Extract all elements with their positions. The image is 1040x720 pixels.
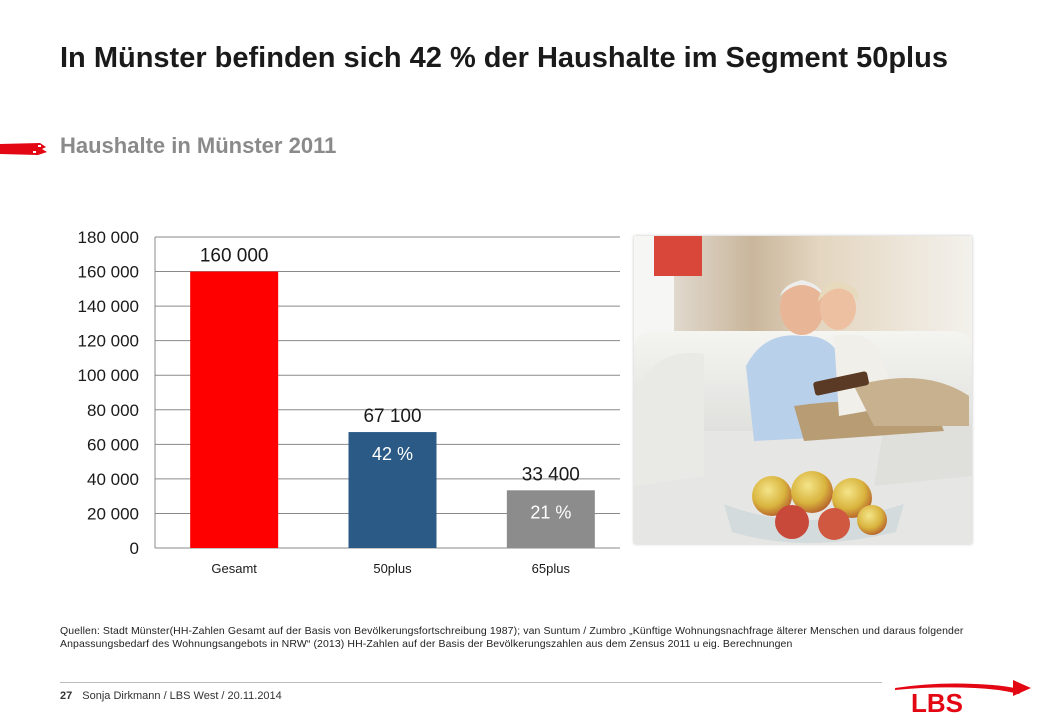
x-tick-label: 65plus — [532, 561, 571, 576]
page-number: 27 — [60, 690, 73, 702]
y-tick-label: 160 000 — [78, 263, 139, 282]
bar-value-label: 67 100 — [363, 406, 421, 427]
data-labels: 160 000 67 100 42 % 33 400 21 % — [200, 246, 580, 523]
slide-title: In Münster befinden sich 42 % der Hausha… — [60, 42, 948, 74]
x-tick-label: 50plus — [373, 561, 412, 576]
y-tick-label: 140 000 — [78, 297, 139, 316]
y-tick-label: 40 000 — [87, 470, 139, 489]
x-tick-label: Gesamt — [211, 561, 257, 576]
bar-share-label: 21 % — [530, 502, 571, 522]
bar-65plus — [506, 490, 595, 548]
y-tick-label: 0 — [130, 539, 139, 558]
logo-text: LBS — [911, 688, 963, 718]
footer-divider — [60, 682, 882, 683]
y-tick-label: 180 000 — [78, 228, 139, 247]
y-axis-tick-labels: 0 20 000 40 000 60 000 80 000 100 000 120 000 1… — [78, 228, 139, 558]
y-tick-label: 100 000 — [78, 366, 139, 385]
bar-50plus — [348, 432, 437, 548]
footer: 27 Sonja Dirkmann / LBS West / 20.11.2014 — [60, 690, 282, 702]
source-note: Quellen: Stadt Münster(HH-Zahlen Gesamt … — [60, 625, 964, 650]
chart-subtitle: Haushalte in Münster 2011 — [60, 133, 337, 158]
senior-couple-photo — [634, 236, 972, 544]
bars — [190, 271, 595, 548]
x-axis-tick-labels: Gesamt 50plus 65plus — [211, 561, 570, 576]
y-tick-label: 60 000 — [87, 435, 139, 454]
bar-value-label: 33 400 — [522, 464, 580, 485]
y-tick-label: 20 000 — [87, 504, 139, 523]
bar-share-label: 42 % — [372, 444, 413, 464]
accent-bar-icon — [0, 143, 47, 155]
y-tick-label: 120 000 — [78, 332, 139, 351]
lbs-logo-icon: LBS — [895, 680, 1031, 718]
bar-gesamt — [190, 271, 279, 548]
y-tick-label: 80 000 — [87, 401, 139, 420]
footer-text: Sonja Dirkmann / LBS West / 20.11.2014 — [82, 690, 282, 702]
bar-chart: 0 20 000 40 000 60 000 80 000 100 000 120 000 1… — [78, 228, 620, 576]
bar-value-label: 160 000 — [200, 246, 269, 267]
